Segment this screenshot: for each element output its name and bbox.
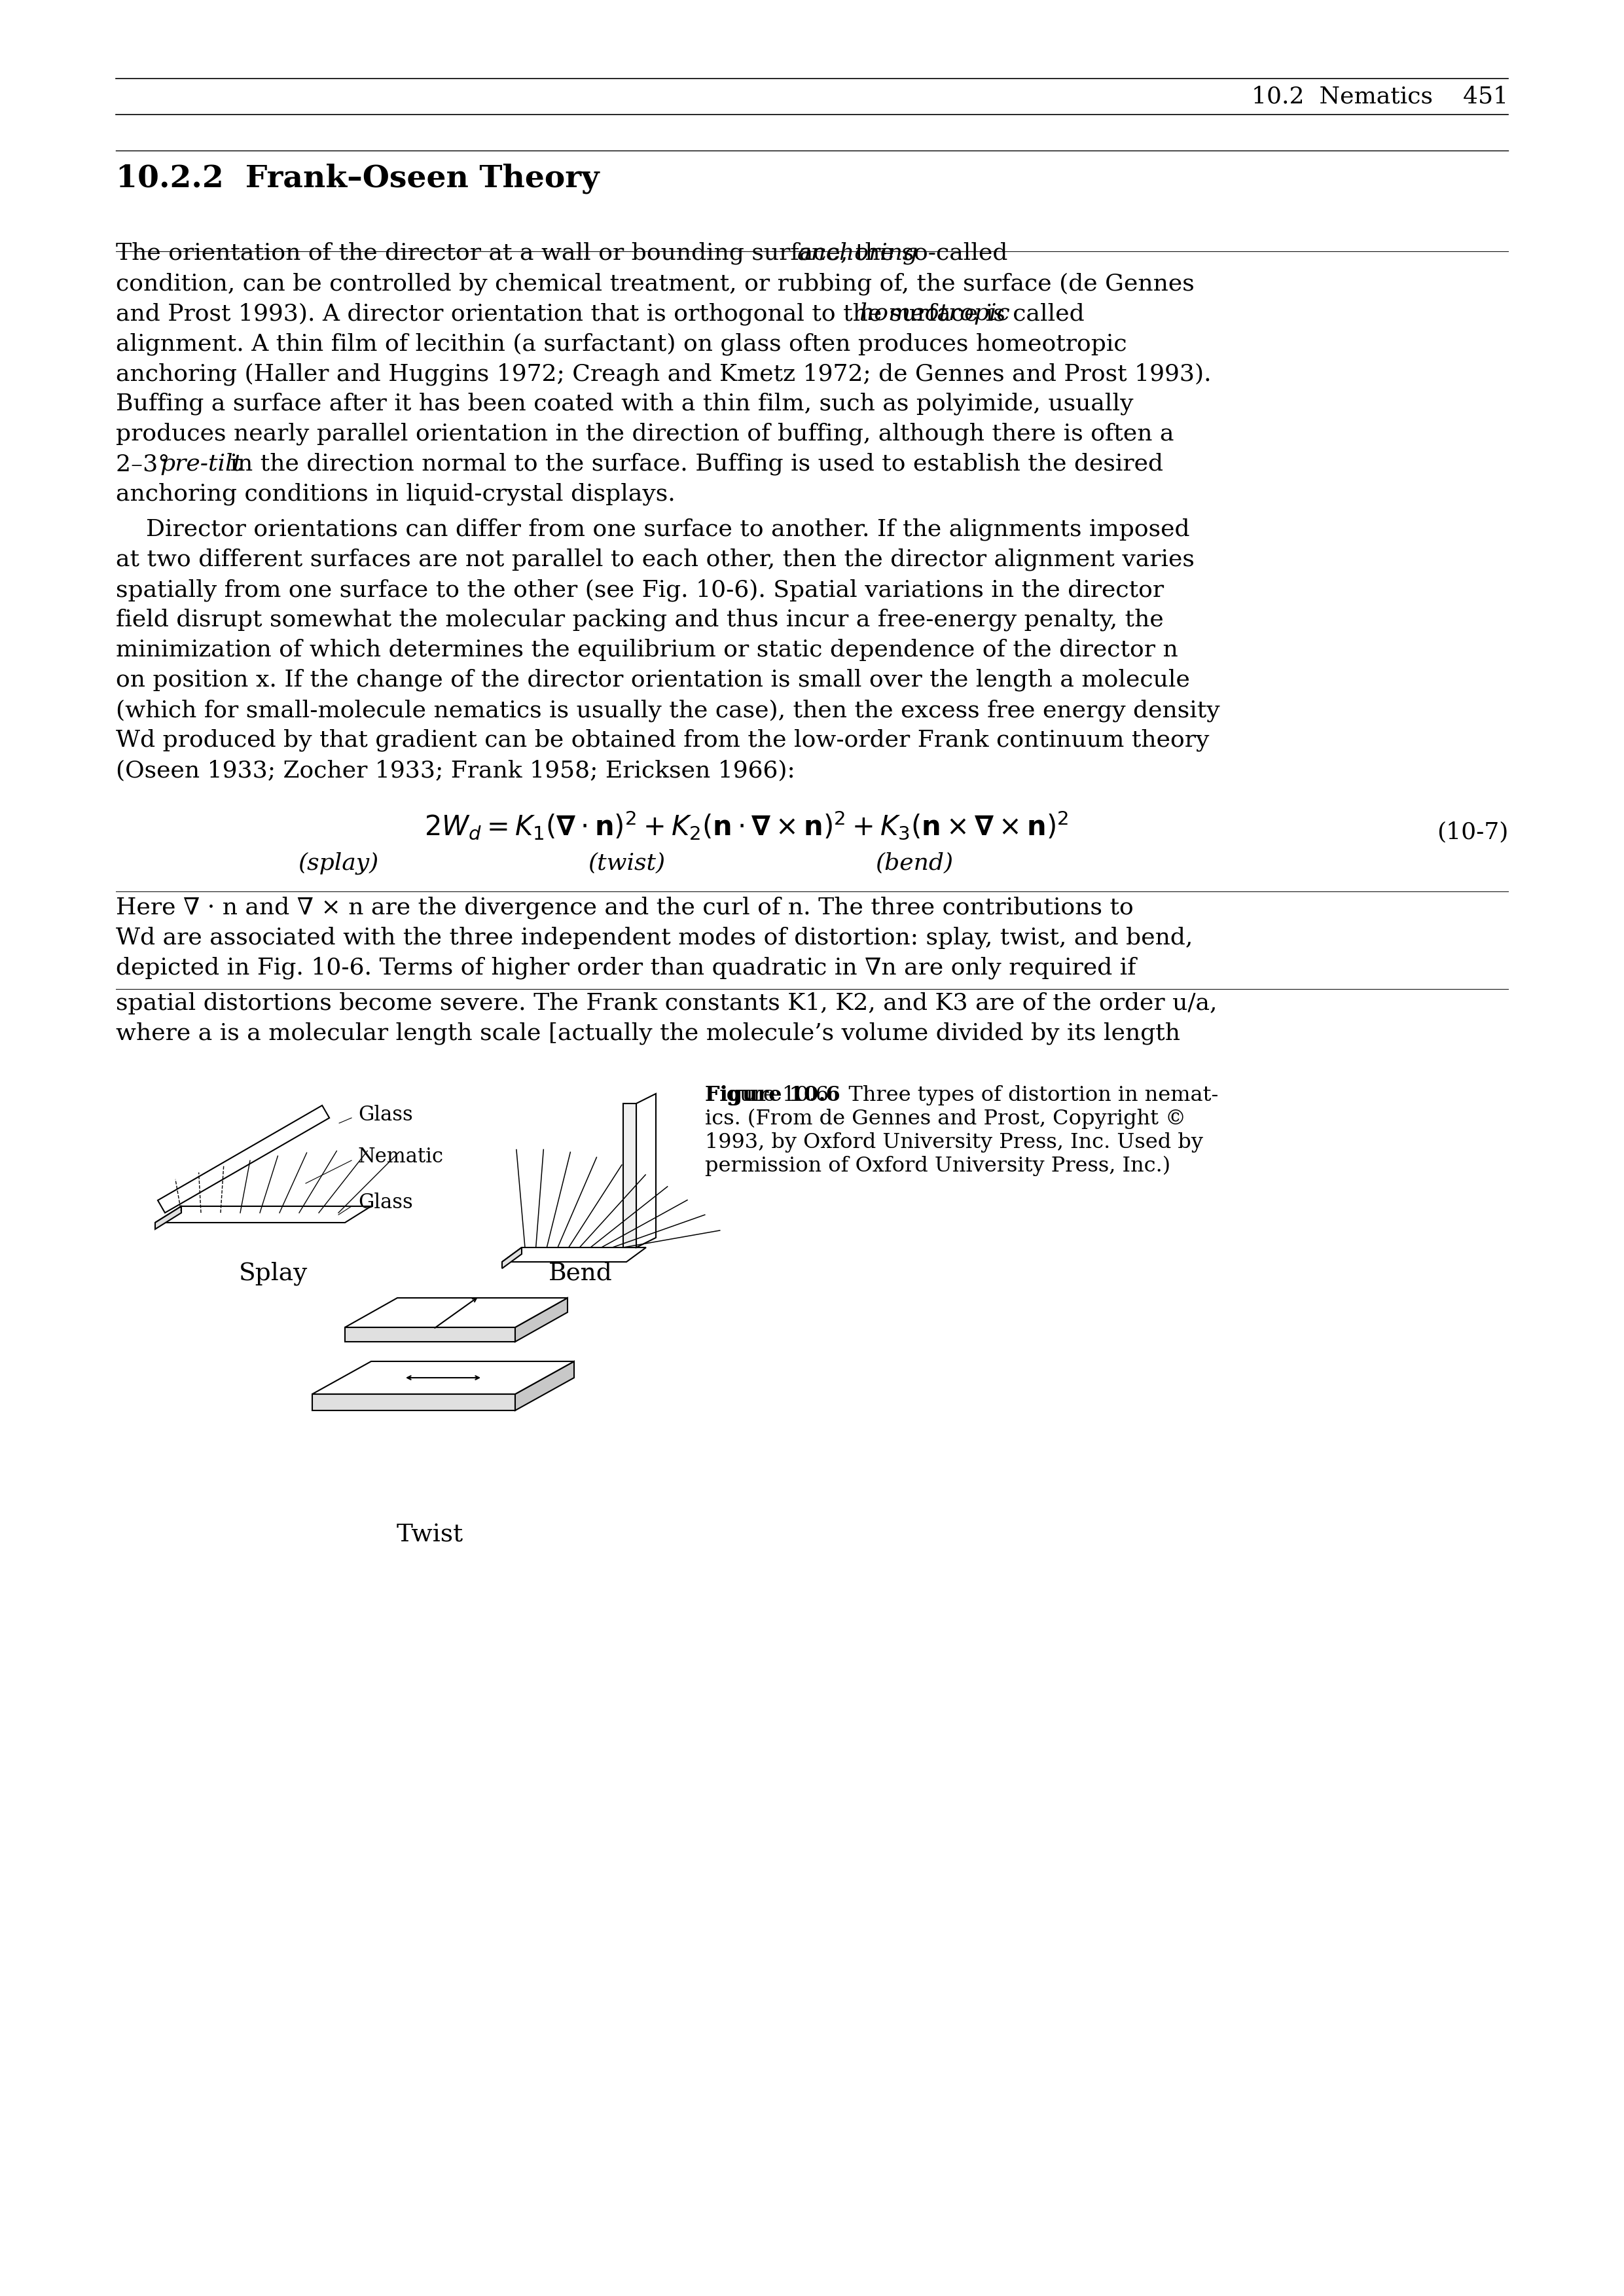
- Polygon shape: [158, 1104, 330, 1212]
- Text: (bend): (bend): [875, 852, 953, 875]
- Text: at two different surfaces are not parallel to each other, then the director alig: at two different surfaces are not parall…: [115, 549, 1195, 572]
- Text: Figure 10.6   Three types of distortion in nemat-: Figure 10.6 Three types of distortion in…: [705, 1086, 1218, 1104]
- Text: spatial distortions become severe. The Frank constants K1, K2, and K3 are of the: spatial distortions become severe. The F…: [115, 992, 1216, 1015]
- Text: Director orientations can differ from one surface to another. If the alignments : Director orientations can differ from on…: [115, 519, 1190, 542]
- Text: Glass: Glass: [357, 1104, 412, 1125]
- Text: Buffing a surface after it has been coated with a thin film, such as polyimide, : Buffing a surface after it has been coat…: [115, 393, 1134, 416]
- Text: spatially from one surface to the other (see Fig. 10-6). Spatial variations in t: spatially from one surface to the other …: [115, 579, 1164, 602]
- Text: homeotropic: homeotropic: [859, 303, 1010, 324]
- Polygon shape: [515, 1297, 567, 1341]
- Text: anchoring (Haller and Huggins 1972; Creagh and Kmetz 1972; de Gennes and Prost 1: anchoring (Haller and Huggins 1972; Crea…: [115, 363, 1212, 386]
- Polygon shape: [344, 1327, 515, 1341]
- Text: (splay): (splay): [299, 852, 378, 875]
- Text: condition, can be controlled by chemical treatment, or rubbing of, the surface (: condition, can be controlled by chemical…: [115, 273, 1194, 294]
- Text: on position x. If the change of the director orientation is small over the lengt: on position x. If the change of the dire…: [115, 668, 1190, 691]
- Text: Splay: Splay: [239, 1263, 307, 1286]
- Text: anchoring: anchoring: [797, 241, 919, 264]
- Polygon shape: [502, 1247, 521, 1267]
- Text: Glass: Glass: [357, 1194, 412, 1212]
- Polygon shape: [624, 1104, 637, 1247]
- Text: Bend: Bend: [549, 1263, 612, 1286]
- Text: depicted in Fig. 10-6. Terms of higher order than quadratic in ∇n are only requi: depicted in Fig. 10-6. Terms of higher o…: [115, 957, 1137, 980]
- Text: Here ∇ · n and ∇ × n are the divergence and the curl of n. The three contributio: Here ∇ · n and ∇ × n are the divergence …: [115, 898, 1134, 918]
- Text: in the direction normal to the surface. Buffing is used to establish the desired: in the direction normal to the surface. …: [222, 452, 1163, 475]
- Text: Figure 10.6: Figure 10.6: [705, 1086, 840, 1104]
- Polygon shape: [344, 1297, 567, 1327]
- Text: 10.2.2  Frank–Oseen Theory: 10.2.2 Frank–Oseen Theory: [115, 163, 599, 195]
- Text: field disrupt somewhat the molecular packing and thus incur a free-energy penalt: field disrupt somewhat the molecular pac…: [115, 608, 1164, 631]
- Polygon shape: [515, 1362, 573, 1410]
- Text: 10.2  Nematics    451: 10.2 Nematics 451: [1252, 85, 1509, 108]
- Text: where a is a molecular length scale [actually the molecule’s volume divided by i: where a is a molecular length scale [act…: [115, 1022, 1181, 1045]
- Text: Twist: Twist: [396, 1525, 463, 1548]
- Text: produces nearly parallel orientation in the direction of buffing, although there: produces nearly parallel orientation in …: [115, 422, 1174, 445]
- Polygon shape: [156, 1205, 372, 1221]
- Text: ics. (From de Gennes and Prost, Copyright ©: ics. (From de Gennes and Prost, Copyrigh…: [705, 1109, 1186, 1130]
- Text: minimization of which determines the equilibrium or static dependence of the dir: minimization of which determines the equ…: [115, 638, 1177, 661]
- Text: anchoring conditions in liquid-crystal displays.: anchoring conditions in liquid-crystal d…: [115, 482, 676, 505]
- Text: 1993, by Oxford University Press, Inc. Used by: 1993, by Oxford University Press, Inc. U…: [705, 1132, 1203, 1153]
- Polygon shape: [502, 1247, 646, 1263]
- Text: (10-7): (10-7): [1437, 820, 1509, 843]
- Text: Wd are associated with the three independent modes of distortion: splay, twist, : Wd are associated with the three indepen…: [115, 928, 1194, 948]
- Text: 2–3°: 2–3°: [115, 452, 177, 475]
- Text: The orientation of the director at a wall or bounding surface, the so-called: The orientation of the director at a wal…: [115, 241, 1015, 264]
- Text: (Oseen 1933; Zocher 1933; Frank 1958; Ericksen 1966):: (Oseen 1933; Zocher 1933; Frank 1958; Er…: [115, 760, 796, 781]
- Text: (which for small-molecule nematics is usually the case), then the excess free en: (which for small-molecule nematics is us…: [115, 698, 1220, 721]
- Text: $2W_d = K_1(\mathbf{\nabla} \cdot \mathbf{n})^2 + K_2(\mathbf{n} \cdot \mathbf{\: $2W_d = K_1(\mathbf{\nabla} \cdot \mathb…: [424, 808, 1069, 840]
- Polygon shape: [156, 1205, 182, 1228]
- Text: Wd produced by that gradient can be obtained from the low-order Frank continuum : Wd produced by that gradient can be obta…: [115, 730, 1210, 751]
- Text: Nematic: Nematic: [357, 1148, 443, 1166]
- Text: permission of Oxford University Press, Inc.): permission of Oxford University Press, I…: [705, 1155, 1171, 1176]
- Text: and Prost 1993). A director orientation that is orthogonal to the surface is cal: and Prost 1993). A director orientation …: [115, 303, 1091, 326]
- Text: (twist): (twist): [588, 852, 666, 875]
- Polygon shape: [312, 1362, 573, 1394]
- Polygon shape: [312, 1394, 515, 1410]
- Text: pre-tilt: pre-tilt: [161, 452, 242, 475]
- Text: alignment. A thin film of lecithin (a surfactant) on glass often produces homeot: alignment. A thin film of lecithin (a su…: [115, 333, 1127, 356]
- Polygon shape: [637, 1093, 656, 1247]
